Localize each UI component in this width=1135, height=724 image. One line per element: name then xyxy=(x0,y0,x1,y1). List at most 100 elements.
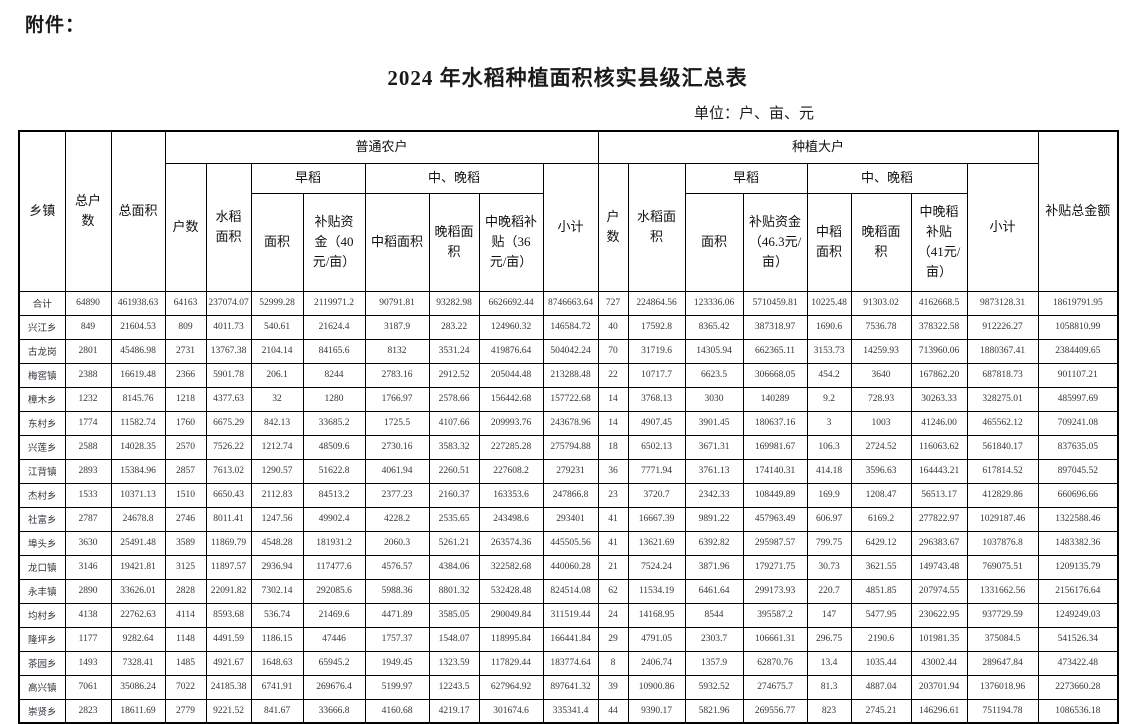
value-cell: 2783.16 xyxy=(364,362,430,388)
value-cell: 17592.8 xyxy=(627,314,686,340)
value-cell: 1510 xyxy=(164,482,207,508)
value-cell: 19421.81 xyxy=(110,554,166,580)
value-cell: 617814.52 xyxy=(966,458,1039,484)
value-cell: 2190.6 xyxy=(850,626,912,652)
value-cell: 116063.62 xyxy=(910,434,968,460)
value-cell: 7302.14 xyxy=(250,578,304,604)
value-cell: 3583.32 xyxy=(428,434,480,460)
township-cell: 高兴镇 xyxy=(18,674,66,700)
col-header-large-subtotal: 小计 xyxy=(966,162,1039,292)
value-cell: 2787 xyxy=(64,506,112,532)
value-cell: 1880367.41 xyxy=(966,338,1039,364)
value-cell: 213288.48 xyxy=(542,362,599,388)
township-cell: 樟木乡 xyxy=(18,386,66,412)
value-cell: 56513.17 xyxy=(910,482,968,508)
value-cell: 4219.17 xyxy=(428,698,480,724)
value-cell: 33666.8 xyxy=(302,698,366,724)
value-cell: 1760 xyxy=(164,410,207,436)
value-cell: 13767.38 xyxy=(205,338,252,364)
value-cell: 1323.59 xyxy=(428,650,480,676)
value-cell: 5199.97 xyxy=(364,674,430,700)
col-header-large-late-rice-area: 晚稻面积 xyxy=(850,192,912,292)
value-cell: 5477.95 xyxy=(850,602,912,628)
value-cell: 454.2 xyxy=(806,362,852,388)
value-cell: 1209135.79 xyxy=(1037,554,1119,580)
value-cell: 11897.57 xyxy=(205,554,252,580)
value-cell: 3630 xyxy=(64,530,112,556)
value-cell: 5932.52 xyxy=(684,674,744,700)
value-cell: 9221.52 xyxy=(205,698,252,724)
table-row: 杰村乡 1533 10371.13 1510 6650.43 2112.83 84513.2… xyxy=(18,482,1119,508)
table-row: 古龙岗 2801 45486.98 2731 13767.38 2104.14 84165.… xyxy=(18,338,1119,364)
value-cell: 9282.64 xyxy=(110,626,166,652)
value-cell: 306668.05 xyxy=(742,362,808,388)
value-cell: 14 xyxy=(597,386,629,412)
value-cell: 1357.9 xyxy=(684,650,744,676)
value-cell: 4377.63 xyxy=(205,386,252,412)
value-cell: 849 xyxy=(64,314,112,340)
value-cell: 18619791.95 xyxy=(1037,290,1119,316)
value-cell: 1483382.36 xyxy=(1037,530,1119,556)
value-cell: 106.3 xyxy=(806,434,852,460)
value-cell: 2936.94 xyxy=(250,554,304,580)
value-cell: 11534.19 xyxy=(627,578,686,604)
value-cell: 541526.34 xyxy=(1037,626,1119,652)
table-row: 永丰镇 2890 33626.01 2828 22091.82 7302.14 292085… xyxy=(18,578,1119,604)
value-cell: 897045.52 xyxy=(1037,458,1119,484)
value-cell: 12243.5 xyxy=(428,674,480,700)
value-cell: 299173.93 xyxy=(742,578,808,604)
township-cell: 江背镇 xyxy=(18,458,66,484)
value-cell: 124960.32 xyxy=(478,314,544,340)
value-cell: 35086.24 xyxy=(110,674,166,700)
value-cell: 1322588.46 xyxy=(1037,506,1119,532)
value-cell: 11869.79 xyxy=(205,530,252,556)
value-cell: 10900.86 xyxy=(627,674,686,700)
value-cell: 412829.86 xyxy=(966,482,1039,508)
value-cell: 2890 xyxy=(64,578,112,604)
value-cell: 279231 xyxy=(542,458,599,484)
group-header-ordinary-farmers: 普通农户 xyxy=(164,130,599,164)
value-cell: 3621.55 xyxy=(850,554,912,580)
value-cell: 290049.84 xyxy=(478,602,544,628)
value-cell: 4114 xyxy=(164,602,207,628)
value-cell: 660696.66 xyxy=(1037,482,1119,508)
value-cell: 2535.65 xyxy=(428,506,480,532)
value-cell: 1648.63 xyxy=(250,650,304,676)
value-cell: 3761.13 xyxy=(684,458,744,484)
value-cell: 8365.42 xyxy=(684,314,744,340)
township-cell: 兴莲乡 xyxy=(18,434,66,460)
value-cell: 8 xyxy=(597,650,629,676)
value-cell: 465562.12 xyxy=(966,410,1039,436)
table-row: 兴莲乡 2588 14028.35 2570 7526.22 1212.74 48509.6… xyxy=(18,434,1119,460)
value-cell: 532428.48 xyxy=(478,578,544,604)
value-cell: 328275.01 xyxy=(966,386,1039,412)
value-cell: 6675.29 xyxy=(205,410,252,436)
value-cell: 2570 xyxy=(164,434,207,460)
value-cell: 937729.59 xyxy=(966,602,1039,628)
value-cell: 1232 xyxy=(64,386,112,412)
value-cell: 445505.56 xyxy=(542,530,599,556)
value-cell: 322582.68 xyxy=(478,554,544,580)
value-cell: 117829.44 xyxy=(478,650,544,676)
value-cell: 1249249.03 xyxy=(1037,602,1119,628)
value-cell: 1086536.18 xyxy=(1037,698,1119,724)
value-cell: 6741.91 xyxy=(250,674,304,700)
value-cell: 81.3 xyxy=(806,674,852,700)
value-cell: 4162668.5 xyxy=(910,290,968,316)
township-cell: 古龙岗 xyxy=(18,338,66,364)
value-cell: 709241.08 xyxy=(1037,410,1119,436)
value-cell: 166441.84 xyxy=(542,626,599,652)
township-cell: 梅窖镇 xyxy=(18,362,66,388)
township-cell: 东村乡 xyxy=(18,410,66,436)
value-cell: 6623.5 xyxy=(684,362,744,388)
value-cell: 224864.56 xyxy=(627,290,686,316)
value-cell: 4384.06 xyxy=(428,554,480,580)
value-cell: 809 xyxy=(164,314,207,340)
table-row: 梅窖镇 2388 16619.48 2366 5901.78 206.1 8244 2783.… xyxy=(18,362,1119,388)
value-cell: 1186.15 xyxy=(250,626,304,652)
value-cell: 2730.16 xyxy=(364,434,430,460)
value-cell: 43002.44 xyxy=(910,650,968,676)
value-cell: 230622.95 xyxy=(910,602,968,628)
value-cell: 3 xyxy=(806,410,852,436)
value-cell: 1035.44 xyxy=(850,650,912,676)
